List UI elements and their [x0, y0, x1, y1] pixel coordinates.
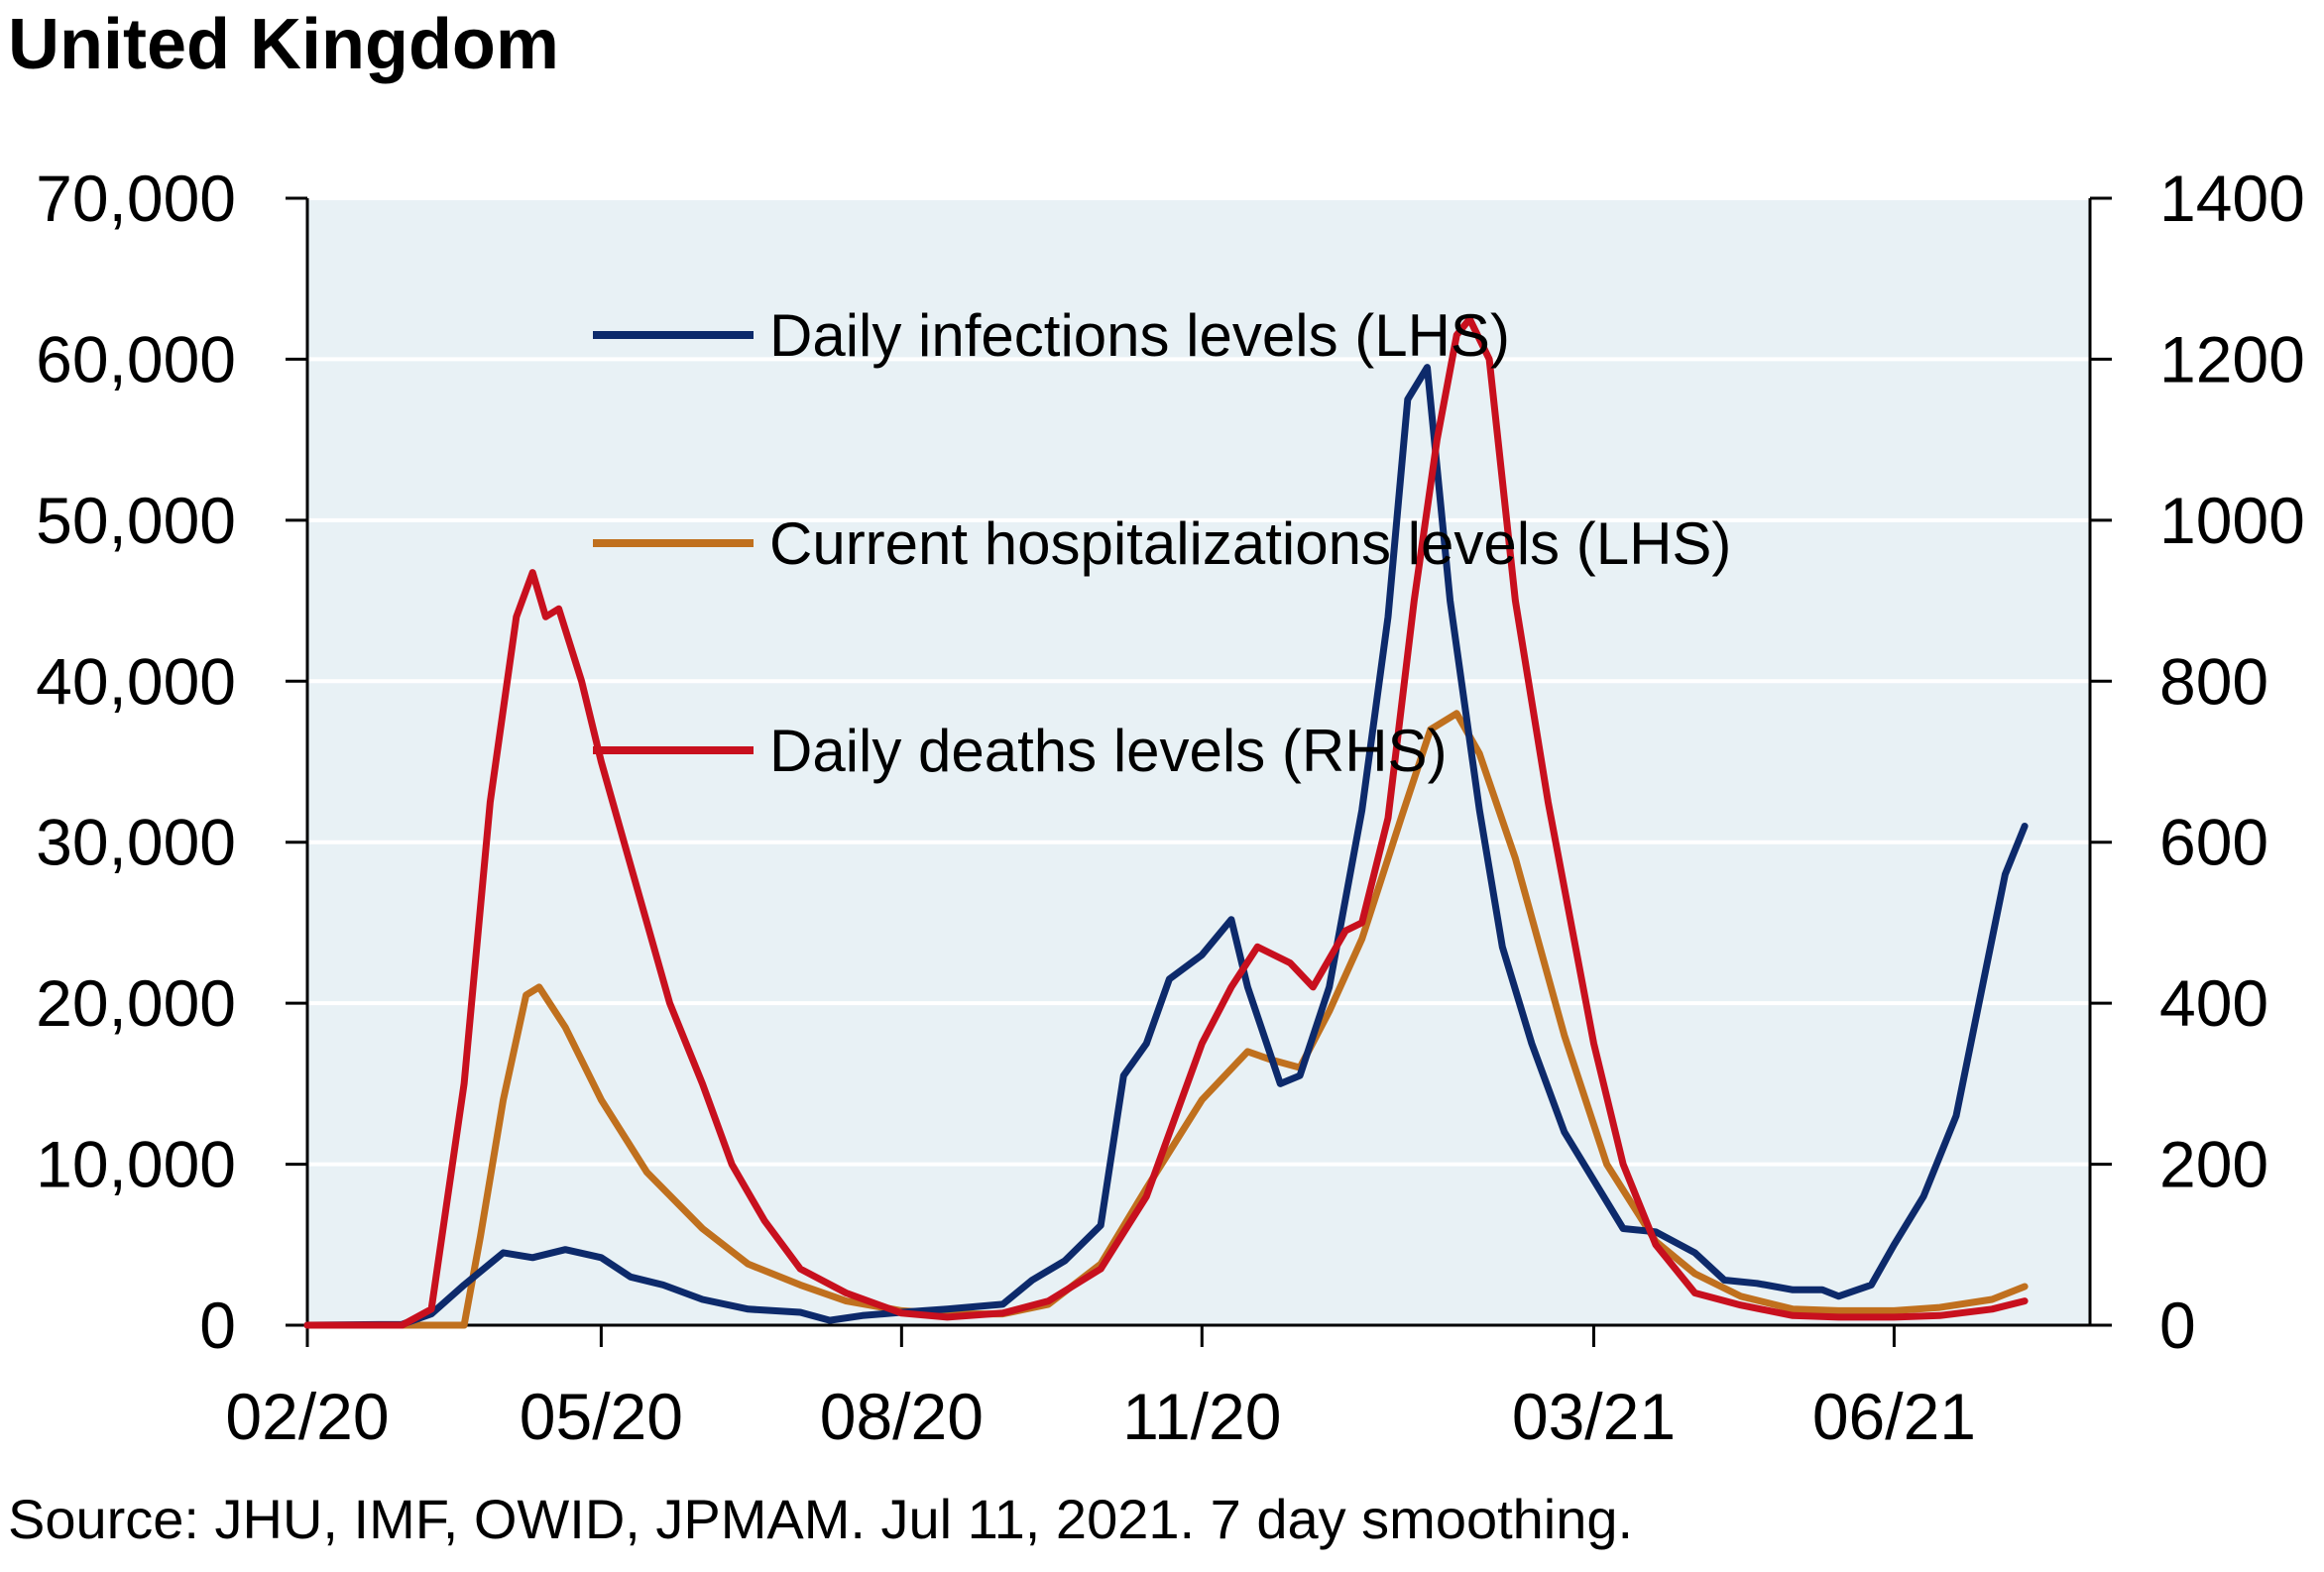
- left-tick-label: 60,000: [36, 322, 236, 395]
- chart-title: United Kingdom: [8, 5, 559, 84]
- x-tick-label: 11/20: [1122, 1380, 1281, 1453]
- series-line: [303, 710, 2029, 1329]
- left-tick-label: 70,000: [36, 162, 236, 235]
- legend-label: Daily infections levels (LHS): [769, 302, 1510, 369]
- series-line: [303, 315, 2029, 1329]
- right-tick-label: 1000: [2159, 484, 2305, 557]
- right-tick-label: 400: [2159, 966, 2268, 1040]
- right-tick-label: 200: [2159, 1128, 2268, 1201]
- grid-lines: [307, 196, 2090, 1167]
- left-tick-label: 30,000: [36, 806, 236, 879]
- right-tick-label: 800: [2159, 644, 2268, 718]
- axes: 0 10,000 20,000 30,000 40,000 50,000 60,000 70,…: [36, 162, 2305, 1453]
- left-tick-label: 50,000: [36, 484, 236, 557]
- series-line: [303, 364, 2029, 1329]
- x-tick-label: 03/21: [1512, 1380, 1676, 1453]
- left-tick-label: 10,000: [36, 1128, 236, 1201]
- legend: Daily infections levels (LHS) Current hos…: [593, 302, 1731, 784]
- right-tick-label: 0: [2159, 1289, 2196, 1362]
- legend-label: Daily deaths levels (RHS): [769, 718, 1448, 784]
- right-tick-label: 1400: [2159, 162, 2305, 235]
- series-lines: [303, 315, 2029, 1329]
- x-tick-label: 02/20: [225, 1380, 389, 1453]
- right-tick-label: 600: [2159, 806, 2268, 879]
- legend-label: Current hospitalizations levels (LHS): [769, 510, 1731, 577]
- left-tick-label: 0: [199, 1289, 236, 1362]
- x-tick-label: 06/21: [1812, 1380, 1976, 1453]
- x-tick-label: 05/20: [520, 1380, 683, 1453]
- source-note: Source: JHU, IMF, OWID, JPMAM. Jul 11, 2…: [8, 1488, 1634, 1550]
- x-tick-label: 08/20: [820, 1380, 984, 1453]
- left-tick-label: 40,000: [36, 644, 236, 718]
- left-tick-label: 20,000: [36, 966, 236, 1040]
- right-tick-label: 1200: [2159, 322, 2305, 395]
